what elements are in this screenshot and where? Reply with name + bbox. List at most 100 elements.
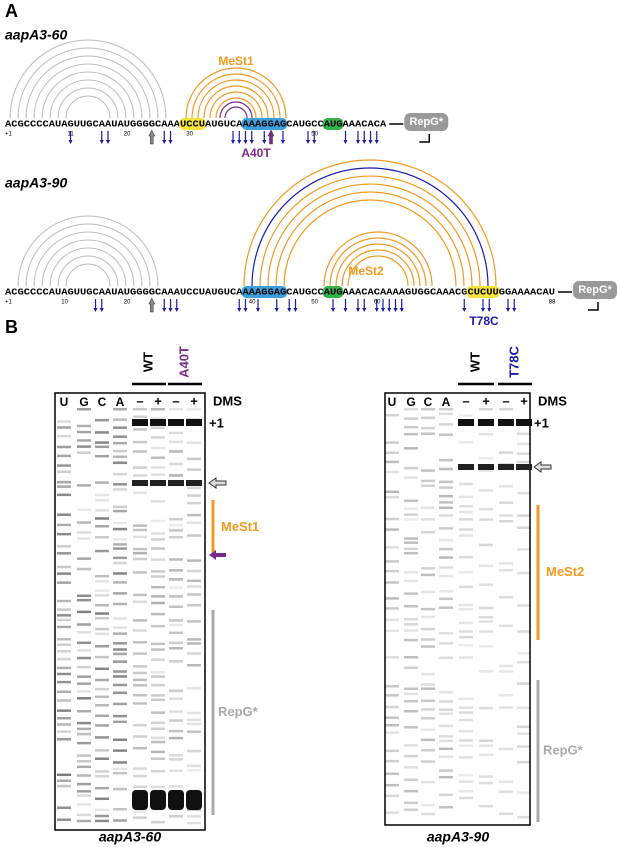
band [113, 426, 127, 429]
band [479, 507, 493, 511]
band [57, 699, 71, 702]
band [133, 415, 147, 418]
arrow [533, 461, 552, 473]
band [95, 808, 109, 812]
band [169, 710, 183, 713]
arrow [148, 129, 156, 145]
band [404, 744, 418, 747]
band [57, 723, 71, 726]
band [404, 425, 418, 429]
band [516, 464, 532, 470]
sequence: AAACACA [343, 119, 387, 129]
band [499, 693, 513, 697]
band [385, 460, 399, 464]
band [169, 529, 183, 532]
sample-label: WT [467, 352, 482, 372]
arrow-head [256, 308, 260, 312]
band [517, 815, 531, 819]
band [459, 528, 473, 531]
band [459, 739, 473, 742]
band [459, 711, 473, 714]
band [113, 761, 127, 764]
band [459, 555, 473, 559]
band [113, 670, 127, 673]
band [421, 683, 435, 686]
band [57, 637, 71, 641]
band [187, 664, 201, 667]
band [187, 408, 201, 411]
lane-label: U [60, 395, 69, 409]
band [187, 501, 201, 505]
band [57, 454, 71, 458]
band [187, 764, 201, 768]
band [133, 571, 147, 574]
band [169, 605, 183, 608]
band [151, 785, 165, 789]
arrow-head [374, 308, 379, 312]
band [421, 717, 435, 720]
arrow-head [356, 140, 360, 144]
band [439, 527, 453, 530]
arrow-head [362, 140, 367, 144]
band [57, 672, 71, 676]
band [439, 700, 453, 703]
band [439, 606, 453, 609]
band [421, 590, 435, 594]
band [95, 499, 109, 502]
pairing-arc [49, 79, 127, 119]
pairing-arc [191, 73, 281, 119]
reagent-label: DMS [213, 393, 242, 408]
band [95, 632, 109, 636]
band [77, 819, 91, 823]
band [479, 781, 493, 785]
band [479, 670, 493, 673]
band [169, 689, 183, 693]
pairing-arc [267, 183, 473, 287]
marker-label: +1 [209, 415, 224, 430]
band [439, 480, 453, 484]
band [479, 469, 493, 472]
band [187, 821, 201, 825]
band [77, 790, 91, 793]
band [169, 578, 183, 581]
band [421, 728, 435, 731]
band [151, 417, 165, 420]
band [421, 567, 435, 570]
arrow-head [237, 308, 242, 312]
band [113, 505, 127, 509]
band [151, 769, 165, 773]
band [95, 418, 109, 422]
band [133, 593, 147, 597]
pairing-arc [251, 167, 489, 287]
band [57, 608, 71, 611]
band [77, 598, 91, 602]
band [169, 440, 183, 444]
band [385, 772, 399, 776]
sample-label: A40T [176, 346, 191, 378]
band [113, 720, 127, 724]
band [187, 815, 201, 818]
band [479, 620, 493, 623]
region-label: MeSt1 [221, 519, 259, 534]
band [479, 775, 493, 778]
band [459, 744, 473, 747]
band [385, 685, 399, 688]
band [421, 518, 435, 521]
band [404, 547, 418, 551]
band [404, 476, 418, 479]
band [439, 755, 453, 758]
band [57, 784, 71, 788]
band [95, 454, 109, 458]
band [77, 682, 91, 685]
band [421, 479, 435, 483]
arrow-head [168, 140, 173, 144]
band [95, 736, 109, 739]
band [187, 769, 201, 772]
marker-label: +1 [534, 415, 549, 430]
arrow-head [106, 140, 110, 144]
band [187, 722, 201, 726]
band [169, 474, 183, 477]
band [187, 603, 201, 607]
band [421, 432, 435, 436]
arrow [267, 129, 275, 145]
